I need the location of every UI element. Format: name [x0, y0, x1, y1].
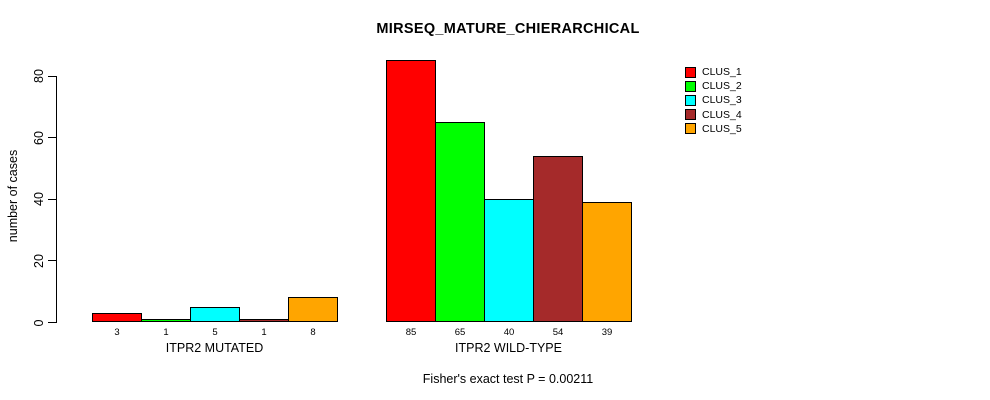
bar-value-label: 65: [454, 327, 466, 338]
bar-clus_5-group1: [582, 201, 632, 322]
legend-item-clus-5: CLUS_5: [685, 122, 742, 136]
y-tick-label: 80: [32, 69, 46, 83]
bar-clus_3-group0: [190, 306, 240, 322]
legend-label: CLUS_5: [702, 122, 742, 135]
bar-clus_4-group0: [239, 318, 289, 322]
bar-value-label: 3: [114, 327, 120, 338]
legend-label: CLUS_2: [702, 80, 742, 93]
legend-swatch-clus-3: [685, 94, 696, 106]
legend: CLUS_1 CLUS_2 CLUS_3 CLUS_4 CLUS_5: [685, 65, 742, 136]
bar-value-label: 40: [503, 327, 515, 338]
y-tick-label: 60: [32, 130, 46, 145]
bar-clus_1-group1: [386, 60, 436, 322]
bar-value-label: 1: [163, 327, 169, 338]
y-tick-mark: [48, 198, 56, 200]
legend-item-clus-4: CLUS_4: [685, 108, 742, 122]
legend-swatch-clus-1: [685, 66, 696, 78]
legend-item-clus-1: CLUS_1: [685, 65, 742, 79]
y-tick-mark: [48, 260, 56, 262]
legend-label: CLUS_3: [702, 94, 742, 107]
bar-value-label: 1: [261, 327, 267, 338]
legend-label: CLUS_1: [702, 66, 742, 79]
group-label-wild-type: ITPR2 WILD-TYPE: [455, 341, 562, 355]
legend-item-clus-3: CLUS_3: [685, 93, 742, 107]
bar-clus_5-group0: [288, 297, 338, 322]
chart-title: MIRSEQ_MATURE_CHIERARCHICAL: [376, 21, 640, 37]
group-label-mutated: ITPR2 MUTATED: [165, 341, 264, 355]
bar-value-label: 5: [212, 327, 218, 338]
y-tick-label: 40: [32, 192, 46, 207]
bar-value-label: 39: [601, 327, 613, 338]
bar-value-label: 85: [405, 327, 417, 338]
legend-swatch-clus-2: [685, 80, 696, 92]
y-tick-label: 0: [32, 319, 46, 326]
bar-clus_2-group1: [435, 121, 485, 322]
y-axis-title: number of cases: [6, 149, 20, 243]
bar-clus_1-group0: [92, 312, 142, 322]
bar-clus_2-group0: [141, 318, 191, 322]
y-tick-mark: [48, 75, 56, 77]
y-tick-mark: [48, 322, 56, 323]
bar-value-label: 54: [552, 327, 564, 338]
statistical-test-note: Fisher's exact test P = 0.00211: [422, 372, 594, 386]
legend-item-clus-2: CLUS_2: [685, 79, 742, 93]
y-axis-line: [56, 75, 57, 323]
legend-label: CLUS_4: [702, 108, 742, 121]
y-tick-mark: [48, 137, 56, 139]
bar-clus_3-group1: [484, 198, 534, 322]
legend-swatch-clus-4: [685, 109, 696, 121]
bar-clus_4-group1: [533, 155, 583, 322]
legend-swatch-clus-5: [685, 123, 696, 135]
bar-value-label: 8: [310, 327, 316, 338]
y-tick-label: 20: [32, 253, 46, 268]
